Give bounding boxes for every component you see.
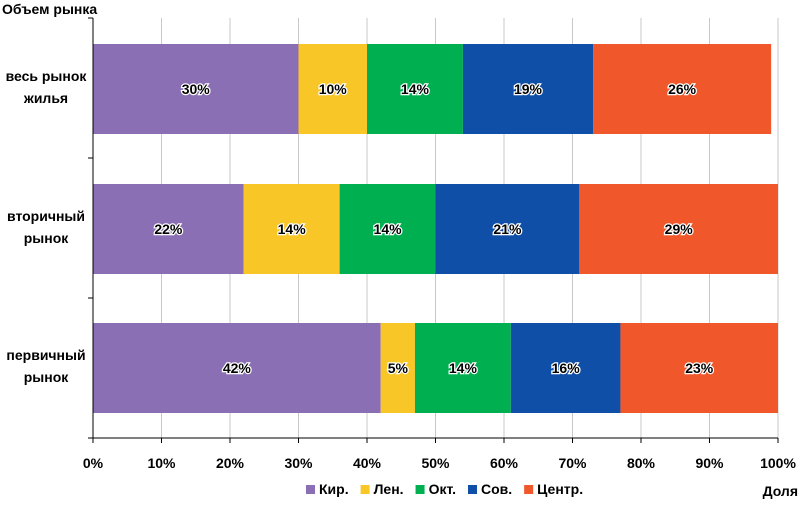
bar-data-label: 14% — [401, 81, 430, 97]
x-tick-label: 80% — [627, 455, 656, 471]
x-tick-label: 90% — [695, 455, 724, 471]
bar-segment — [243, 184, 340, 274]
bar-data-label: 22% — [154, 221, 183, 237]
bar-data-label: 26% — [668, 81, 697, 97]
legend-swatch — [360, 485, 370, 494]
category-label: первичный рынок — [6, 347, 85, 385]
legend-entry: Центр. — [537, 481, 583, 497]
x-tick-label: 60% — [490, 455, 519, 471]
legend-entry: Лен. — [374, 481, 404, 497]
bar-segment — [367, 44, 463, 134]
bar-data-label: 5% — [388, 360, 409, 376]
bar-data-label: 16% — [552, 360, 581, 376]
x-tick-label: 70% — [558, 455, 587, 471]
legend-entry: Окт. — [429, 481, 456, 497]
legend-swatch — [306, 485, 315, 494]
legend: Кир. Лен. Окт. Сов. Центр. — [306, 481, 583, 497]
y-axis-title: Объем рынка — [2, 1, 97, 17]
bar-segment — [510, 323, 621, 413]
category-label: весь рынок жилья — [6, 68, 88, 106]
legend-entry: Сов. — [481, 481, 512, 497]
bar-data-label: 30% — [182, 81, 211, 97]
bar-segment — [462, 44, 594, 134]
bar-segment — [93, 323, 381, 413]
bar-segment — [380, 323, 415, 413]
x-tick-label: 50% — [421, 455, 450, 471]
x-tick-label: 40% — [353, 455, 382, 471]
bar-data-label: 14% — [374, 221, 403, 237]
bar-data-label: 29% — [665, 221, 694, 237]
legend-swatch — [524, 485, 534, 494]
bars — [93, 44, 778, 413]
legend-swatch — [467, 485, 477, 494]
bar-segment — [579, 184, 778, 274]
bar-data-label: 14% — [449, 360, 478, 376]
bar-segment — [593, 44, 772, 134]
x-tick-label: 20% — [216, 455, 245, 471]
bar-data-label: 23% — [685, 360, 714, 376]
x-tick-label: 30% — [284, 455, 313, 471]
bar-segment — [93, 184, 244, 274]
bar-data-label: 10% — [319, 81, 348, 97]
bar-segment — [620, 323, 778, 413]
bar-segment — [339, 184, 436, 274]
bar-segment — [435, 184, 580, 274]
x-tick-label: 100% — [760, 455, 796, 471]
bar-data-label: 14% — [278, 221, 307, 237]
bar-data-label: 21% — [493, 221, 522, 237]
bar-segment — [93, 44, 299, 134]
labels: весь рынок жилья вторичный рынок первичный ры… — [6, 68, 715, 385]
bar-segment — [298, 44, 367, 134]
legend-entry: Кир. — [319, 481, 349, 497]
category-label: вторичный рынок — [7, 208, 85, 246]
bar-segment — [414, 323, 511, 413]
x-axis-title: Доля — [763, 483, 798, 499]
axes: 0% 10% 20% 30% 40% 50% 60% 70% 80% 90% 100% — [83, 17, 796, 471]
x-tick-label: 10% — [147, 455, 176, 471]
bar-data-label: 42% — [223, 360, 252, 376]
x-tick-label: 0% — [83, 455, 104, 471]
bar-data-label: 19% — [514, 81, 543, 97]
legend-swatch — [415, 485, 425, 494]
